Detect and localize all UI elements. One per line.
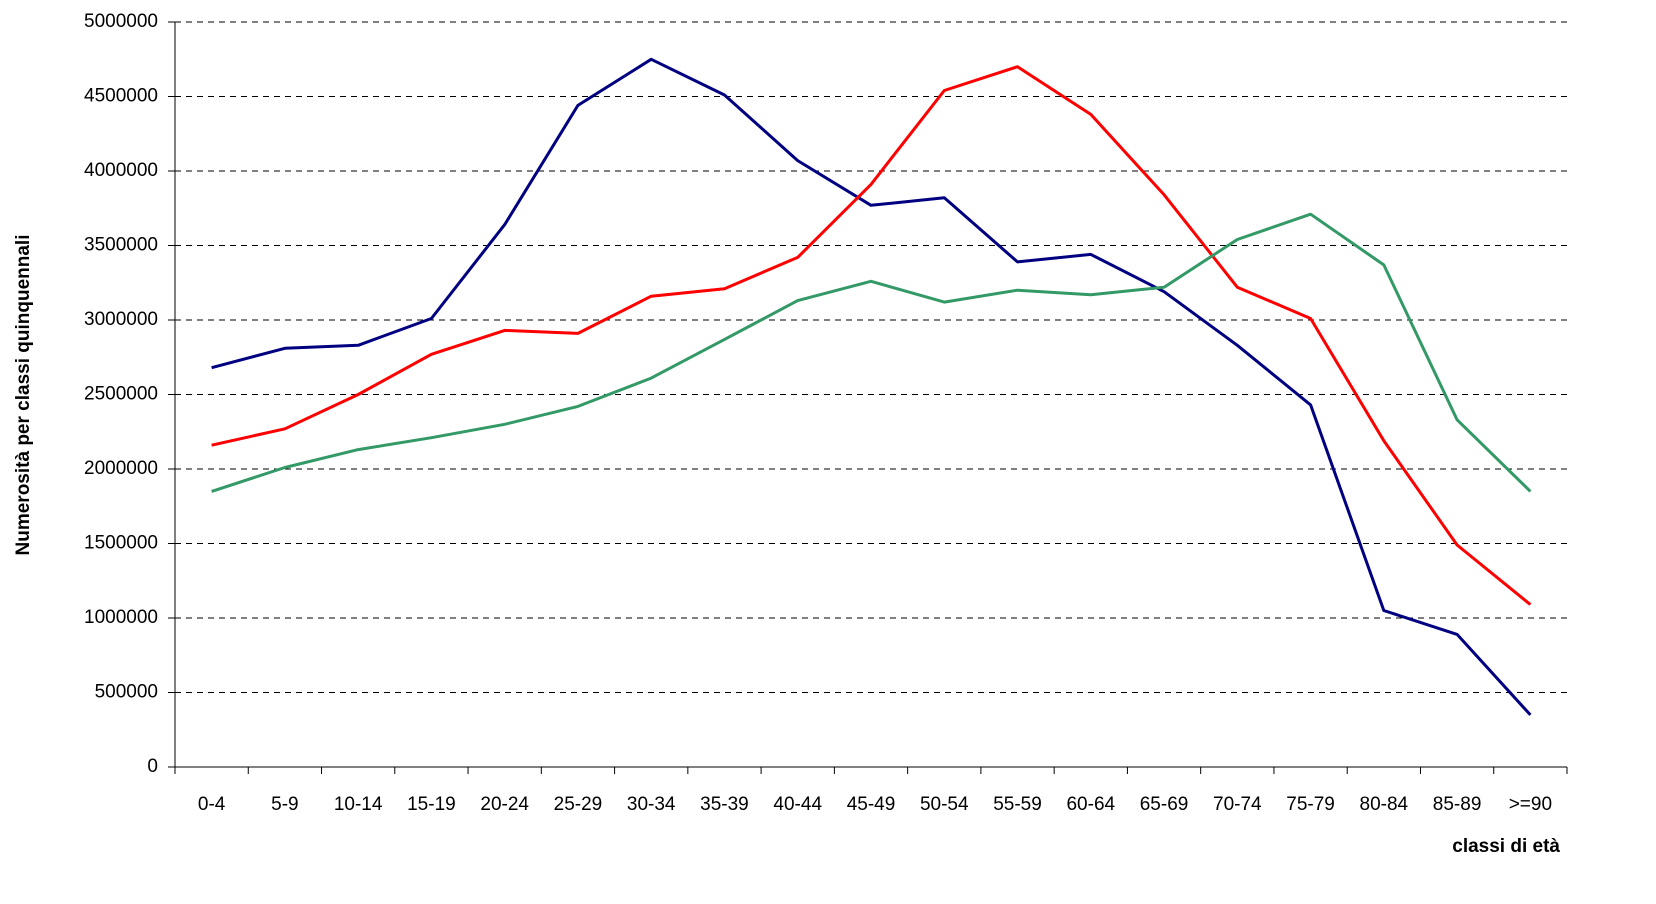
y-tick-label: 3500000 bbox=[84, 235, 158, 256]
x-tick-label: >=90 bbox=[1509, 794, 1552, 815]
x-tick-label: 45-49 bbox=[847, 794, 896, 815]
y-tick-label: 500000 bbox=[95, 682, 158, 703]
x-tick-label: 85-89 bbox=[1433, 794, 1482, 815]
y-tick-label: 1500000 bbox=[84, 533, 158, 554]
x-tick-label: 60-64 bbox=[1066, 794, 1115, 815]
x-tick-label: 70-74 bbox=[1213, 794, 1262, 815]
x-tick-label: 15-19 bbox=[407, 794, 456, 815]
x-tick-label: 25-29 bbox=[554, 794, 603, 815]
x-tick-label: 50-54 bbox=[920, 794, 969, 815]
x-tick-label: 80-84 bbox=[1360, 794, 1409, 815]
x-tick-label: 20-24 bbox=[480, 794, 529, 815]
line-series bbox=[211, 212, 1532, 493]
x-tick-label: 0-4 bbox=[198, 794, 226, 815]
x-tick-label: 55-59 bbox=[993, 794, 1042, 815]
x-axis-label: classi di età bbox=[1452, 836, 1560, 857]
y-tick-label: 3000000 bbox=[84, 309, 158, 330]
x-tick-label: 30-34 bbox=[627, 794, 676, 815]
line-series bbox=[211, 65, 1532, 606]
x-tick-label: 65-69 bbox=[1140, 794, 1189, 815]
y-tick-label: 4000000 bbox=[84, 160, 158, 181]
y-axis-label: Numerosità per classi quinquennali bbox=[13, 235, 34, 556]
x-tick-label: 5-9 bbox=[271, 794, 298, 815]
line-series bbox=[211, 57, 1532, 716]
y-tick-label: 0 bbox=[147, 756, 158, 777]
x-tick-label: 40-44 bbox=[773, 794, 822, 815]
x-tick-label: 10-14 bbox=[334, 794, 383, 815]
x-tick-label: 75-79 bbox=[1286, 794, 1335, 815]
y-tick-label: 5000000 bbox=[84, 11, 158, 32]
y-tick-label: 2500000 bbox=[84, 384, 158, 405]
y-tick-label: 1000000 bbox=[84, 607, 158, 628]
x-tick-label: 35-39 bbox=[700, 794, 749, 815]
y-tick-label: 2000000 bbox=[84, 458, 158, 479]
y-tick-label: 4500000 bbox=[84, 86, 158, 107]
